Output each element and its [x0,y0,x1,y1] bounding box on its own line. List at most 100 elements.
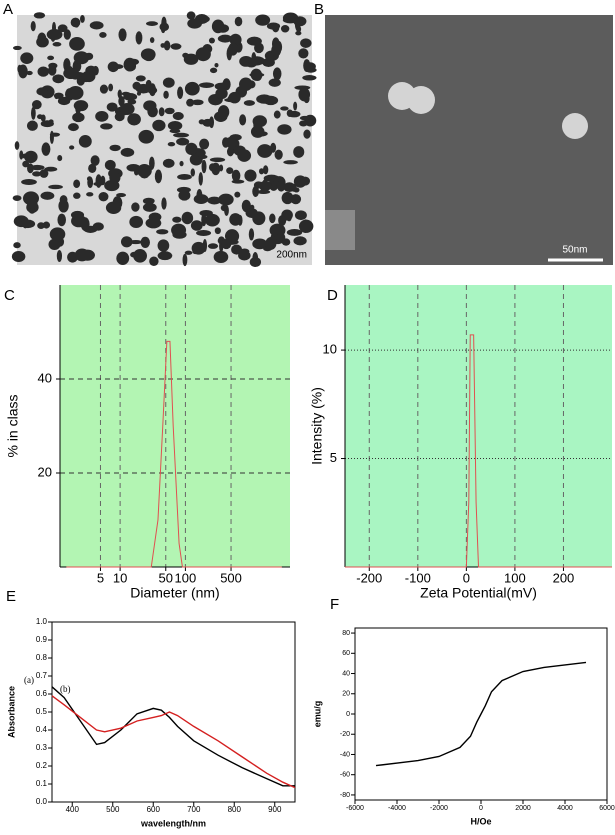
particle [26,70,33,76]
y-tick-label: 0 [346,711,350,718]
y-tick-label: 0.7 [36,671,48,680]
particle [73,192,81,199]
particle [149,37,155,43]
particle [100,123,113,130]
particle [300,38,312,48]
particle [117,89,122,99]
particle [142,197,155,205]
y-tick-label: 60 [342,650,350,657]
particle [123,57,137,72]
particle [228,42,238,56]
scale-bar-label: 50nm [562,245,587,256]
particle [237,149,252,162]
particle [268,78,281,87]
particle [118,95,125,107]
particle [23,191,40,206]
particle [40,191,55,200]
particle [262,57,275,67]
y-tick-label: 0.8 [36,653,48,662]
particle [69,145,75,150]
particle [164,107,175,115]
particle [253,181,264,189]
particle [64,88,75,101]
particle [211,19,225,34]
particle [191,241,206,255]
particle [258,168,265,175]
plot-frame [354,627,608,801]
y-tick-label: -40 [340,751,350,758]
x-tick-label: 100 [175,570,197,585]
particle [255,14,271,26]
particle [263,95,279,106]
particle [248,57,264,66]
x-axis-label: H/Oe [470,816,491,826]
particle [562,113,588,139]
particle [199,210,213,217]
particle [108,83,114,92]
particle [146,21,158,26]
particle [156,229,169,235]
particle [299,115,310,121]
particle [283,160,298,165]
x-tick-label: 2000 [515,805,531,812]
particle [215,88,228,100]
particle [171,223,187,237]
particle [302,75,317,81]
particle [129,215,144,229]
y-tick-label: 0.9 [36,635,48,644]
particle [209,67,218,74]
particle [135,75,146,82]
series-label: (a) [24,675,34,685]
particle [294,210,307,221]
particle [52,42,62,47]
y-tick-label: 20 [38,464,52,479]
x-tick-label: 0 [463,570,470,585]
particle [293,146,305,158]
particle [54,93,59,100]
x-tick-label: 5 [97,570,104,585]
particle [239,114,247,126]
particle [118,28,127,42]
particle [234,16,243,27]
particle [207,243,219,249]
particle [49,227,66,242]
particle [36,87,48,96]
particle [218,195,230,201]
particle [243,100,255,106]
particle [57,154,63,162]
y-axis-label: % in class [5,394,21,457]
y-tick-label: -20 [340,731,350,738]
y-tick-label: 5 [330,450,337,465]
particle [280,24,290,33]
particle [199,138,210,150]
y-axis-label: Intensity (%) [309,387,325,465]
x-tick-label: -2000 [430,805,448,812]
particle [99,84,109,94]
particle [162,77,175,88]
particle [98,191,109,202]
particle [69,36,85,51]
x-tick-label: -6000 [346,805,364,812]
particle [198,82,215,88]
particle [222,137,230,148]
particle [136,91,141,96]
particle [57,213,66,227]
particle [179,160,184,167]
particle [130,251,139,258]
particle [40,114,46,122]
particle [269,223,286,238]
particle [160,24,166,34]
particle [303,129,311,139]
series-line [66,340,282,568]
x-axis-label: wavelength/nm [140,818,206,828]
particle [228,91,241,104]
particle [132,81,141,91]
y-tick-label: 10 [323,342,337,357]
x-tick-label: 600 [147,805,161,814]
particle [30,20,36,32]
particle [109,144,121,152]
particle [140,236,150,248]
x-tick-label: 700 [187,805,201,814]
particle [221,238,232,250]
